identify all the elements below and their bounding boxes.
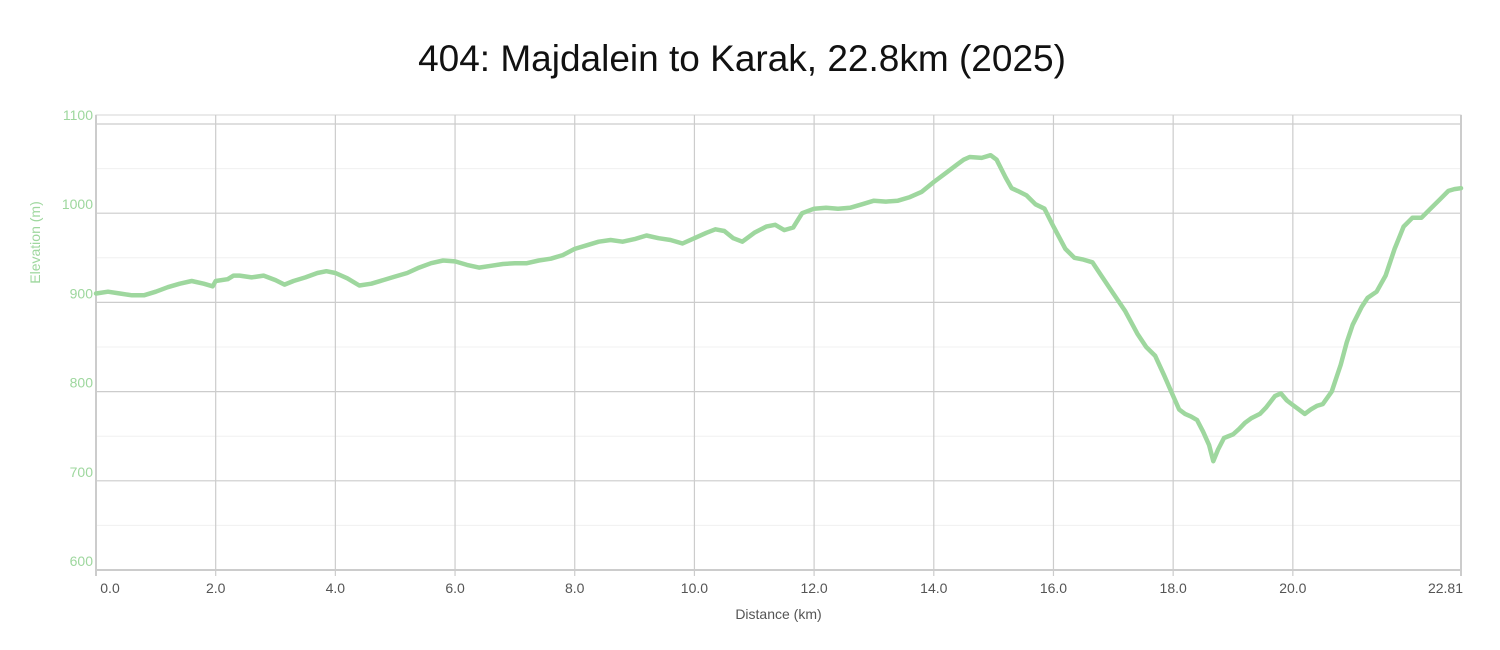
y-tick-label: 700 <box>70 464 94 480</box>
grid <box>95 115 1462 576</box>
y-axis: 600 700 800 900 1000 1100 <box>62 107 93 569</box>
x-tick-label: 16.0 <box>1040 580 1067 596</box>
plot-area <box>95 114 1462 571</box>
x-tick-label: 14.0 <box>920 580 947 596</box>
y-tick-label: 900 <box>70 285 94 301</box>
x-tick-label: 22.81 <box>1428 580 1463 596</box>
x-axis: 0.0 2.0 4.0 6.0 8.0 10.0 12.0 14.0 16.0 18.0 20.0 2… <box>100 580 1463 596</box>
x-tick-label: 12.0 <box>800 580 827 596</box>
x-tick-label: 6.0 <box>445 580 465 596</box>
x-tick-label: 2.0 <box>206 580 226 596</box>
y-tick-label: 1000 <box>62 196 93 212</box>
chart-title: 404: Majdalein to Karak, 22.8km (2025) <box>418 38 1066 79</box>
x-axis-title: Distance (km) <box>735 606 821 622</box>
y-tick-label: 800 <box>70 375 94 391</box>
y-tick-label: 1100 <box>63 107 93 123</box>
x-tick-label: 10.0 <box>681 580 708 596</box>
y-axis-title: Elevation (m) <box>27 201 43 283</box>
series-layer <box>93 152 1464 464</box>
elevation-line <box>93 152 1464 464</box>
x-tick-label: 0.0 <box>100 580 120 596</box>
y-tick-label: 600 <box>70 553 94 569</box>
x-tick-label: 18.0 <box>1160 580 1187 596</box>
x-tick-label: 4.0 <box>326 580 346 596</box>
x-tick-label: 20.0 <box>1279 580 1306 596</box>
x-tick-label: 8.0 <box>565 580 585 596</box>
